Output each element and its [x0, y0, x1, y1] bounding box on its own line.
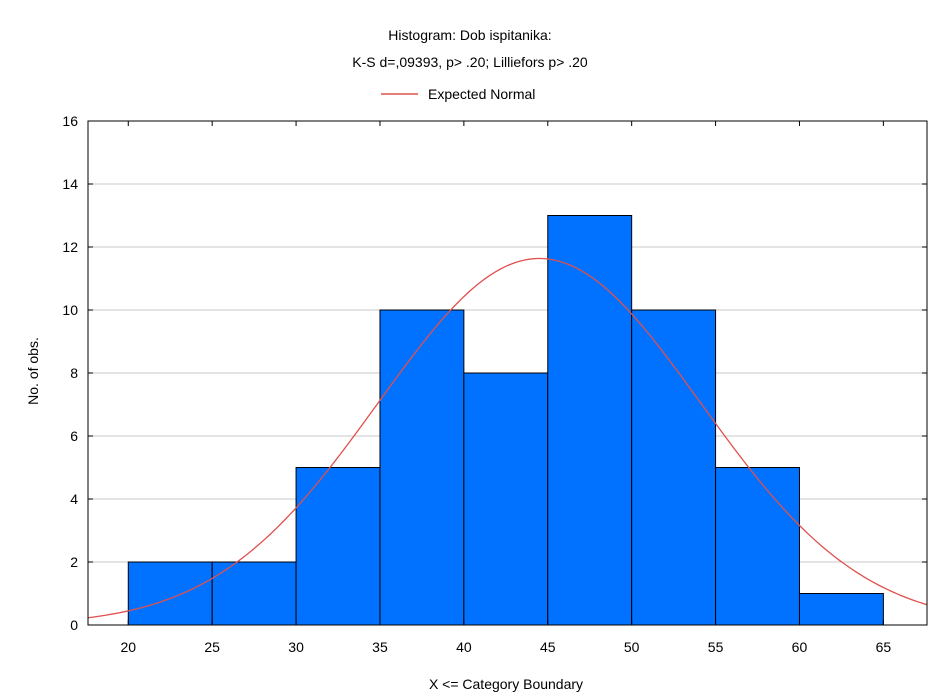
axes: [87, 120, 928, 626]
x-tick-label-7: 55: [708, 639, 724, 655]
x-tick-label-0: 20: [120, 639, 136, 655]
bar-3: [379, 309, 465, 626]
x-tick-label-8: 60: [792, 639, 808, 655]
chart-title: Histogram: Dob ispitanika:: [388, 27, 551, 43]
bar-2: [295, 467, 381, 626]
x-tick-label-2: 30: [288, 639, 304, 655]
bar-8: [798, 593, 884, 626]
y-tick-label-0: 0: [70, 617, 78, 633]
bar-5: [547, 215, 633, 626]
y-tick-label-7: 14: [62, 176, 78, 192]
bar-4: [463, 372, 549, 626]
legend-label: Expected Normal: [428, 86, 535, 102]
y-tick-label-4: 8: [70, 365, 78, 381]
x-tick-label-4: 40: [456, 639, 472, 655]
y-tick-label-6: 12: [62, 239, 78, 255]
chart-subtitle: K-S d=,09393, p> .20; Lilliefors p> .20: [352, 54, 588, 70]
y-tick-label-1: 2: [70, 554, 78, 570]
legend: Expected Normal: [381, 86, 535, 102]
x-tick-label-1: 25: [204, 639, 220, 655]
y-tick-labels: 0 2 4 6 8 10 12 14 16: [62, 113, 78, 633]
x-tick-label-6: 50: [624, 639, 640, 655]
y-tick-label-8: 16: [62, 113, 78, 129]
expected-normal-line: [87, 257, 928, 619]
y-tick-label-3: 6: [70, 428, 78, 444]
x-axis-label: X <= Category Boundary: [429, 676, 583, 692]
expected-normal-curve: [87, 257, 928, 619]
bar-6: [631, 309, 717, 626]
y-axis-label: No. of obs.: [25, 337, 41, 405]
bar-1: [211, 561, 297, 626]
histogram-bars: [127, 215, 884, 626]
x-tick-labels: 20 25 30 35 40 45 50 55 60 65: [120, 639, 891, 655]
bar-7: [715, 467, 800, 626]
bar-0: [127, 561, 213, 626]
x-tick-label-3: 35: [372, 639, 388, 655]
y-tick-label-2: 4: [70, 491, 78, 507]
x-tick-label-5: 45: [540, 639, 556, 655]
x-tick-label-9: 65: [876, 639, 892, 655]
y-tick-label-5: 10: [62, 302, 78, 318]
